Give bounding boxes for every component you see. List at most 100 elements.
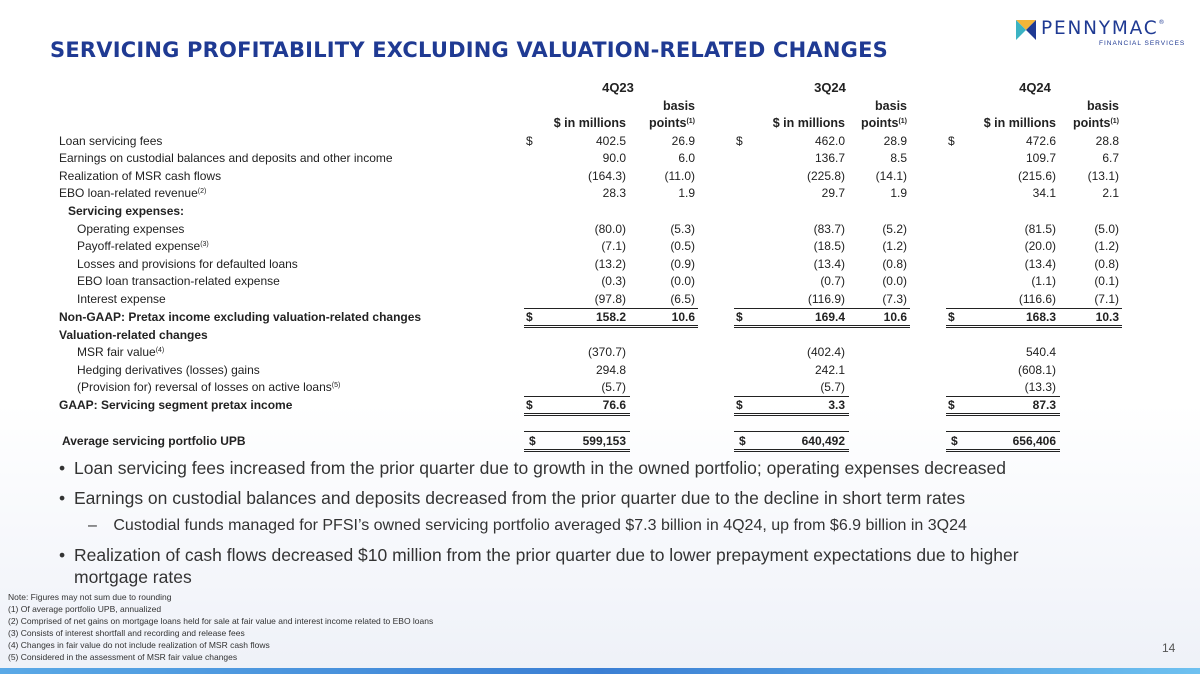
column-header-points: points(1) xyxy=(860,116,907,130)
value-millions: (83.7) xyxy=(813,222,845,236)
footnotes: Note: Figures may not sum due to roundin… xyxy=(8,591,433,663)
value-basis-points: (0.1) xyxy=(1094,274,1119,288)
row-label: EBO loan-related revenue(2) xyxy=(59,186,207,200)
subtotal-rule xyxy=(734,396,849,397)
value-millions: (1.1) xyxy=(1031,274,1056,288)
value-millions: (402.4) xyxy=(806,345,845,359)
value-millions: (13.4) xyxy=(1024,257,1056,271)
value-millions: (13.3) xyxy=(1024,380,1056,394)
row-label: EBO loan transaction-related expense xyxy=(77,274,280,288)
value-basis-points: 10.6 xyxy=(671,310,695,324)
value-millions: (5.7) xyxy=(820,380,845,394)
value-millions: (13.2) xyxy=(594,257,626,271)
value-millions: (215.6) xyxy=(1017,169,1056,183)
row-label: Losses and provisions for defaulted loan… xyxy=(77,257,298,271)
footnote: Note: Figures may not sum due to roundin… xyxy=(8,592,172,602)
value-millions: (18.5) xyxy=(813,239,845,253)
dollar-sign: $ xyxy=(526,310,533,324)
value-millions: (370.7) xyxy=(587,345,626,359)
value-basis-points: (14.1) xyxy=(875,169,907,183)
value-basis-points: 2.1 xyxy=(1102,186,1119,200)
value-basis-points: 8.5 xyxy=(890,151,907,165)
column-header-millions: $ in millions xyxy=(772,116,845,130)
column-header-millions: $ in millions xyxy=(983,116,1056,130)
subtotal-rule xyxy=(524,308,698,309)
value-basis-points: 28.9 xyxy=(883,134,907,148)
value-millions: 90.0 xyxy=(602,151,626,165)
row-label: (Provision for) reversal of losses on ac… xyxy=(77,380,341,394)
subtotal-rule xyxy=(946,308,1122,309)
upb-label: Average servicing portfolio UPB xyxy=(62,434,246,448)
value-basis-points: (0.0) xyxy=(882,274,907,288)
value-millions: (97.8) xyxy=(594,292,626,306)
total-rule xyxy=(946,413,1060,416)
sub-bullet-item: – Custodial funds managed for PFSI’s own… xyxy=(88,517,967,534)
column-header-points: points(1) xyxy=(648,116,695,130)
upb-top-rule xyxy=(734,431,849,432)
value-basis-points: (0.8) xyxy=(1094,257,1119,271)
value-basis-points: (5.2) xyxy=(882,222,907,236)
dollar-sign: $ xyxy=(736,134,743,148)
upb-bottom-rule xyxy=(946,449,1060,452)
dollar-sign: $ xyxy=(739,434,746,448)
dollar-sign: $ xyxy=(736,310,743,324)
value-basis-points: (7.1) xyxy=(1094,292,1119,306)
value-millions: (116.6) xyxy=(1018,292,1056,306)
bullet-icon: • xyxy=(59,458,66,478)
value-millions: 29.7 xyxy=(821,186,845,200)
value-millions: 136.7 xyxy=(814,151,845,165)
dash-icon: – xyxy=(88,517,97,534)
value-basis-points: 26.9 xyxy=(671,134,695,148)
total-rule xyxy=(734,325,910,328)
upb-value: 599,153 xyxy=(582,434,626,448)
value-millions: (81.5) xyxy=(1024,222,1056,236)
row-label: Hedging derivatives (losses) gains xyxy=(77,363,260,377)
value-millions: 472.6 xyxy=(1025,134,1056,148)
subtotal-rule xyxy=(524,396,630,397)
footer-bar xyxy=(0,668,1200,674)
value-millions: 540.4 xyxy=(1025,345,1056,359)
dollar-sign: $ xyxy=(529,434,536,448)
value-basis-points: (13.1) xyxy=(1087,169,1119,183)
upb-bottom-rule xyxy=(734,449,849,452)
value-millions: (20.0) xyxy=(1024,239,1056,253)
value-basis-points: (11.0) xyxy=(664,169,695,183)
value-millions: (608.1) xyxy=(1017,363,1056,377)
value-basis-points: (6.5) xyxy=(670,292,695,306)
value-basis-points: 6.7 xyxy=(1102,151,1119,165)
value-basis-points: 1.9 xyxy=(678,186,695,200)
dollar-sign: $ xyxy=(736,398,743,412)
value-basis-points: (5.3) xyxy=(670,222,695,236)
dollar-sign: $ xyxy=(951,434,958,448)
dollar-sign: $ xyxy=(526,134,533,148)
footnote: (1) Of average portfolio UPB, annualized xyxy=(8,604,162,614)
row-label: Realization of MSR cash flows xyxy=(59,169,222,183)
total-rule xyxy=(946,325,1122,328)
row-label: GAAP: Servicing segment pretax income xyxy=(59,398,293,412)
logo-name: PENNYMAC® xyxy=(1041,18,1167,39)
upb-top-rule xyxy=(524,431,630,432)
upb-bottom-rule xyxy=(524,449,630,452)
row-label: Loan servicing fees xyxy=(59,134,163,148)
total-rule xyxy=(734,413,849,416)
value-millions: 462.0 xyxy=(814,134,845,148)
value-basis-points: 28.8 xyxy=(1095,134,1119,148)
value-millions: (13.4) xyxy=(813,257,845,271)
row-label: Operating expenses xyxy=(77,222,185,236)
period-header: 4Q24 xyxy=(1019,80,1051,95)
row-label: Valuation-related changes xyxy=(59,328,208,342)
value-millions: 168.3 xyxy=(1025,310,1056,324)
logo-subtitle: FINANCIAL SERVICES xyxy=(1099,40,1186,47)
subtotal-rule xyxy=(734,308,910,309)
page-number: 14 xyxy=(1162,641,1176,655)
bullet-icon: • xyxy=(59,545,66,565)
period-header: 3Q24 xyxy=(814,80,846,95)
value-millions: (80.0) xyxy=(594,222,626,236)
total-rule xyxy=(524,325,698,328)
column-header-millions: $ in millions xyxy=(553,116,626,130)
value-millions: 242.1 xyxy=(814,363,845,377)
row-label: Servicing expenses: xyxy=(68,204,185,218)
value-basis-points: (0.5) xyxy=(670,239,695,253)
dollar-sign: $ xyxy=(948,134,955,148)
value-millions: 87.3 xyxy=(1032,398,1056,412)
